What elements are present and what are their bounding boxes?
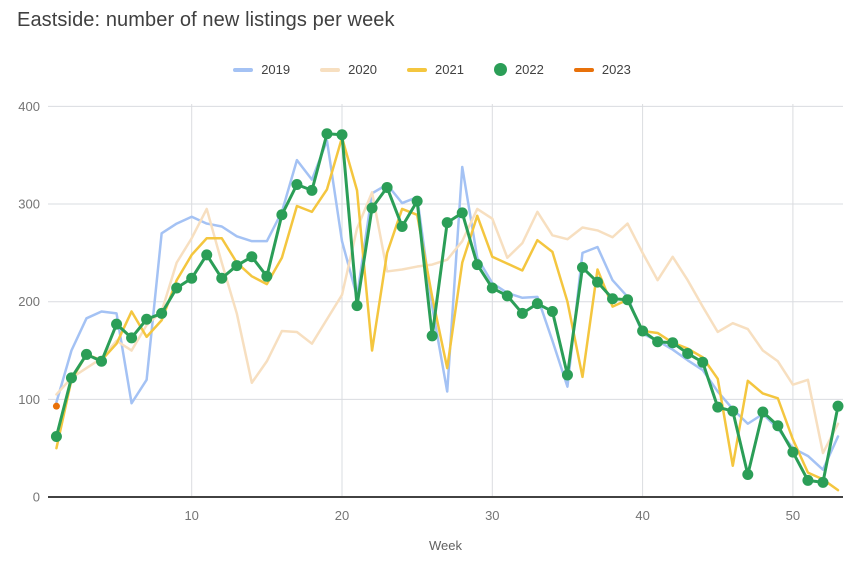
data-point-2022[interactable] [682,347,694,359]
x-axis-tick-label: 30 [485,508,499,523]
legend-marker-2022-icon [493,63,507,76]
series-points-2023[interactable] [52,402,60,410]
data-point-2022[interactable] [156,307,168,319]
data-point-2022[interactable] [441,217,453,229]
data-point-2022[interactable] [817,476,829,488]
data-point-2022[interactable] [80,348,92,360]
data-point-2022[interactable] [111,318,123,330]
x-axis-tick-label: 10 [184,508,198,523]
data-point-2022[interactable] [652,336,664,348]
data-point-2022[interactable] [261,270,273,282]
series-line-2022[interactable] [54,132,840,484]
data-point-2022[interactable] [366,202,378,214]
y-axis-tick-label: 200 [18,294,40,309]
legend-label-2019: 2019 [261,62,291,77]
data-point-2022[interactable] [471,259,483,271]
data-point-2022[interactable] [381,181,393,193]
legend-label-2020: 2020 [348,62,378,77]
data-point-2022[interactable] [486,282,498,294]
data-point-2022[interactable] [622,294,634,306]
legend-label-2021: 2021 [435,62,464,77]
data-point-2022[interactable] [336,129,348,141]
data-point-2022[interactable] [411,195,423,207]
data-point-2022[interactable] [501,290,513,302]
data-point-2022[interactable] [787,446,799,458]
legend-label-2023: 2023 [601,62,631,77]
series-line-2019[interactable] [55,139,840,471]
data-point-2022[interactable] [757,406,769,418]
legend-line-2020-icon [320,67,341,72]
series-points-2022[interactable] [50,128,844,488]
x-axis-tick-label: 20 [335,508,349,523]
data-point-2022[interactable] [802,474,814,486]
series-line-2020[interactable] [55,191,840,455]
data-point-2022[interactable] [216,272,228,284]
data-point-2022[interactable] [772,420,784,432]
data-point-2022[interactable] [592,276,604,288]
series-line-2021[interactable] [55,136,840,492]
legend-item-2022[interactable]: 2022 [493,62,544,77]
x-axis-tick-label: 50 [786,508,800,523]
legend-label-2022: 2022 [514,62,544,77]
data-point-2022[interactable] [727,405,739,417]
data-point-2022[interactable] [576,262,588,274]
y-axis-tick-label: 100 [18,392,40,407]
legend-item-2019[interactable]: 2019 [233,62,290,77]
data-point-2022[interactable] [126,332,138,344]
data-point-2022[interactable] [321,128,333,140]
data-point-2022[interactable] [637,325,649,337]
data-point-2022[interactable] [667,337,679,349]
legend-line-2021-icon [407,67,428,72]
data-point-2022[interactable] [231,260,243,272]
data-point-2022[interactable] [50,430,62,442]
data-point-2022[interactable] [306,184,318,196]
legend-item-2021[interactable]: 2021 [407,62,464,77]
x-axis-title: Week [429,538,462,553]
data-point-2022[interactable] [697,356,709,368]
legend-line-2023-icon [573,67,594,72]
data-point-2022[interactable] [141,313,153,325]
data-point-2022[interactable] [531,298,543,310]
chart-title: Eastside: number of new listings per wee… [17,9,395,31]
data-point-2022[interactable] [561,369,573,381]
data-point-2022[interactable] [65,372,77,384]
legend-item-2023[interactable]: 2023 [573,62,631,77]
data-point-2022[interactable] [712,401,724,413]
y-axis-tick-label: 0 [33,490,40,505]
data-point-2022[interactable] [171,282,183,294]
data-point-2022[interactable] [351,300,363,312]
x-axis-tick-label: 40 [635,508,649,523]
y-axis-tick-label: 300 [18,197,40,212]
data-point-2022[interactable] [186,272,198,284]
data-point-2022[interactable] [291,179,303,191]
data-point-2022[interactable] [246,251,258,263]
data-point-2023[interactable] [52,402,60,410]
legend-line-2019-icon [233,67,254,72]
data-point-2022[interactable] [546,305,558,317]
data-point-2022[interactable] [201,249,213,261]
data-point-2022[interactable] [607,293,619,305]
data-point-2022[interactable] [426,330,438,342]
data-point-2022[interactable] [742,469,754,481]
data-point-2022[interactable] [516,307,528,319]
data-point-2022[interactable] [396,221,408,233]
chart-legend: 2019 2020 2021 2022 2023 [0,62,864,77]
data-point-2022[interactable] [96,355,108,367]
legend-item-2020[interactable]: 2020 [320,62,377,77]
data-point-2022[interactable] [276,209,288,221]
data-point-2022[interactable] [832,400,844,412]
data-point-2022[interactable] [456,207,468,219]
y-axis-tick-label: 400 [18,99,40,114]
